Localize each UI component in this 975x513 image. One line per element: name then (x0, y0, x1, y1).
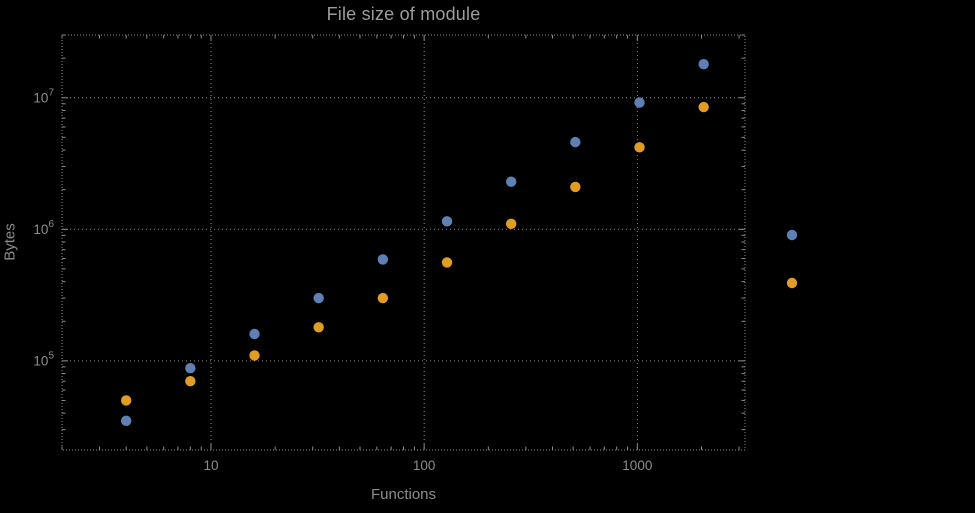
plot-frame (61, 34, 746, 451)
data-point-series-1 (634, 97, 645, 108)
chart-title: File size of module (326, 4, 481, 24)
data-point-series-2 (441, 257, 453, 268)
data-point-series-2 (505, 218, 517, 230)
y-axis-label: Bytes (1, 223, 19, 261)
data-point-series-1 (698, 58, 709, 70)
data-point-series-1 (441, 216, 453, 227)
data-point-series-2 (698, 101, 709, 113)
data-point-series-2 (249, 350, 260, 361)
data-point-series-2 (313, 322, 324, 333)
data-point-series-1 (377, 254, 389, 265)
y-tick-label: 107 (33, 87, 54, 105)
legend-marker-2 (786, 277, 798, 289)
data-point-series-1 (505, 176, 517, 187)
x-tick-label: 100 (413, 458, 436, 473)
data-point-series-2 (120, 395, 132, 406)
data-point-series-1 (570, 136, 581, 148)
legend-marker-1 (786, 229, 798, 241)
data-point-series-2 (185, 376, 196, 387)
data-point-series-1 (185, 362, 196, 374)
data-point-series-2 (570, 181, 581, 193)
data-point-series-1 (120, 415, 132, 427)
x-tick-label: 10 (203, 458, 218, 473)
x-tick-label: 1000 (622, 458, 652, 473)
y-tick-label: 106 (33, 219, 54, 237)
x-axis-label: Functions (370, 486, 437, 503)
data-point-series-2 (634, 142, 645, 153)
data-point-series-1 (249, 328, 260, 340)
data-point-series-1 (313, 292, 324, 304)
data-point-series-2 (377, 292, 389, 304)
y-tick-label: 105 (33, 350, 54, 368)
